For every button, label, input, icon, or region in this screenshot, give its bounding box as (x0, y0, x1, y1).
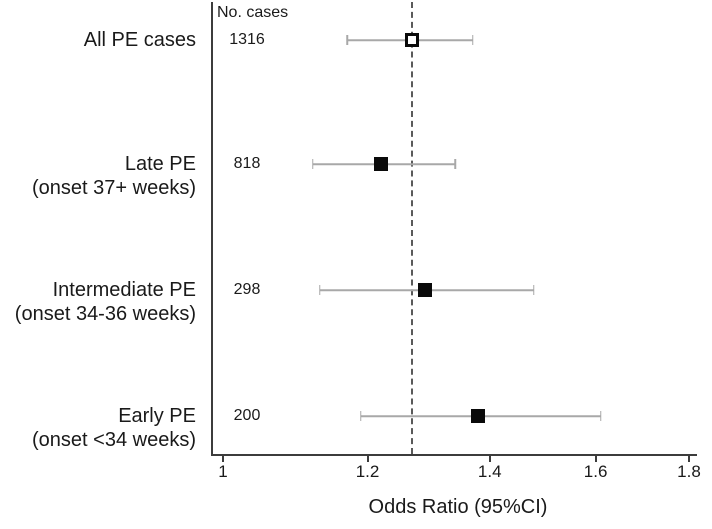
ci-cap-right (471, 35, 474, 45)
ci-cap-left (319, 285, 321, 295)
x-tick-label: 1 (218, 462, 228, 481)
x-tick-label: 1.8 (677, 462, 701, 481)
row-n-cases: 1316 (229, 31, 265, 48)
or-marker-filled-square (373, 157, 388, 171)
y-axis-line (211, 2, 213, 454)
x-tick-mark (594, 454, 597, 462)
row-label: All PE cases (83, 29, 196, 51)
x-tick-label: 1.2 (355, 462, 380, 481)
or-marker-open-square (405, 33, 420, 47)
or-marker-filled-square (471, 409, 486, 423)
row-label: Late PE (onset 37+ weeks) (32, 153, 196, 199)
column-header-no-cases: No. cases (217, 4, 289, 21)
ci-cap-left (346, 35, 349, 45)
ci-cap-left (312, 159, 314, 169)
x-tick-mark (488, 454, 491, 462)
x-tick-label: 1.4 (477, 462, 502, 481)
ci-cap-left (360, 411, 362, 421)
row-n-cases: 298 (233, 281, 261, 298)
ci-cap-right (533, 285, 535, 295)
x-tick-mark (222, 454, 224, 462)
row-n-cases: 200 (233, 407, 261, 424)
x-axis-line (211, 454, 697, 456)
row-label: Intermediate PE (onset 34-36 weeks) (14, 279, 196, 325)
x-axis-title: Odds Ratio (95%CI) (368, 496, 548, 518)
row-label: Early PE (onset <34 weeks) (32, 405, 196, 451)
ci-cap-right (454, 159, 456, 169)
row-n-cases: 818 (233, 155, 261, 172)
x-tick-mark (688, 454, 690, 462)
x-tick-mark (366, 454, 369, 462)
reference-dashed-line (411, 2, 414, 454)
x-tick-label: 1.6 (583, 462, 608, 481)
ci-cap-right (599, 411, 602, 421)
or-marker-filled-square (417, 283, 432, 297)
